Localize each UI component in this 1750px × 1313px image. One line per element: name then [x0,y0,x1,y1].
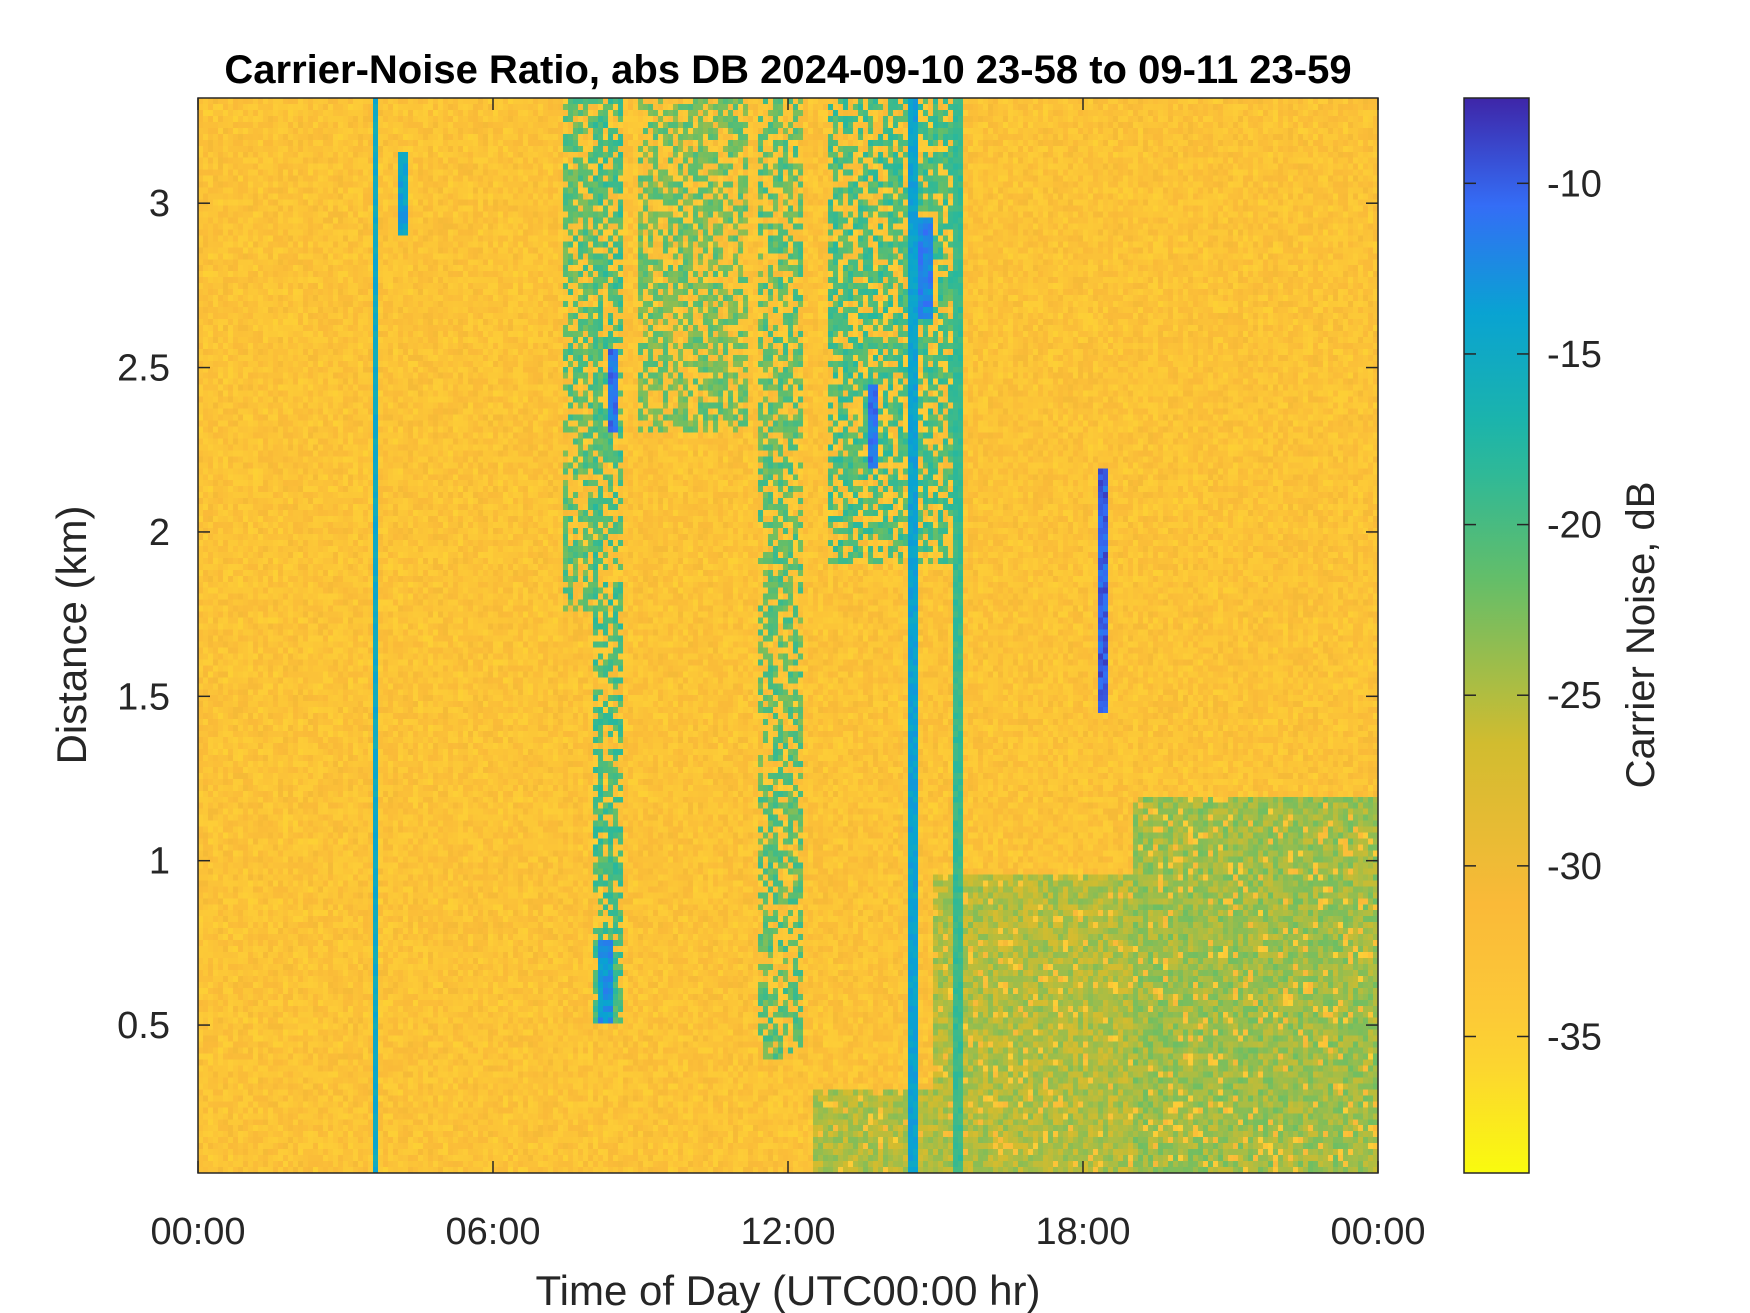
x-axis-ticks: 00:00 06:00 12:00 18:00 00:00 [150,98,1426,1253]
y-axis-ticks: 0.5 1 1.5 2 2.5 3 [117,183,1378,1047]
y-axis-label: Distance (km) [48,505,95,764]
colorbar-tick-label: -15 [1547,334,1602,376]
y-tick-label: 1 [149,841,170,883]
x-tick-label: 00:00 [1330,1211,1425,1253]
x-tick-label: 00:00 [150,1211,245,1253]
chart-title: Carrier-Noise Ratio, abs DB 2024-09-10 2… [224,48,1351,92]
y-tick-label: 1.5 [117,676,170,718]
colorbar-ticks: -10 -15 -20 -25 -30 -35 [1464,163,1602,1058]
colorbar-tick-label: -20 [1547,505,1602,547]
heatmap-plot-area [197,97,1379,1174]
y-tick-label: 2 [149,512,170,554]
colorbar-tick-label: -35 [1547,1016,1602,1058]
x-tick-label: 06:00 [445,1211,540,1253]
x-tick-label: 12:00 [740,1211,835,1253]
colorbar-tick-label: -30 [1547,846,1602,888]
y-tick-label: 0.5 [117,1005,170,1047]
colorbar-tick-label: -25 [1547,675,1602,717]
colorbar-label: Carrier Noise, dB [1619,482,1663,789]
colorbar: -10 -15 -20 -25 -30 -35 Carrier Noise, dB [1463,97,1663,1174]
heatmap-image [198,98,1378,1173]
y-tick-label: 2.5 [117,348,170,390]
y-tick-label: 3 [149,183,170,225]
colorbar-gradient [1464,98,1529,1173]
x-tick-label: 18:00 [1035,1211,1130,1253]
colorbar-frame [1463,97,1530,1174]
colorbar-tick-label: -10 [1547,163,1602,205]
x-axis-label: Time of Day (UTC00:00 hr) [536,1267,1041,1313]
